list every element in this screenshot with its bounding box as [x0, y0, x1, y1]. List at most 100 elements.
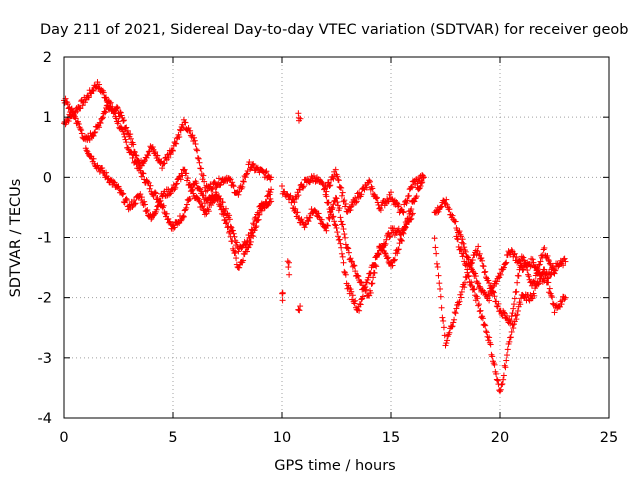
data-point	[363, 279, 370, 286]
data-point	[152, 190, 159, 197]
data-point	[373, 195, 380, 202]
data-point	[498, 381, 505, 388]
data-point	[240, 178, 247, 185]
data-point	[391, 256, 398, 263]
data-point	[326, 182, 333, 189]
data-point	[532, 278, 539, 285]
data-point	[167, 190, 174, 197]
data-point	[337, 240, 344, 247]
data-point	[513, 253, 520, 260]
data-point	[300, 183, 307, 190]
data-point	[357, 301, 364, 308]
x-tick-label: 10	[273, 430, 291, 446]
data-point	[352, 297, 359, 304]
x-tick-label: 25	[600, 430, 618, 446]
data-point	[324, 222, 331, 229]
data-point	[154, 152, 161, 159]
data-point	[268, 174, 275, 181]
data-point	[103, 169, 110, 176]
data-point	[482, 322, 489, 329]
data-point	[90, 155, 97, 162]
data-point	[339, 253, 346, 260]
data-point	[451, 316, 458, 323]
y-tick-label: 1	[43, 110, 52, 126]
data-point	[184, 201, 191, 208]
data-point	[127, 135, 134, 142]
data-point	[458, 288, 465, 295]
data-point	[284, 258, 291, 265]
data-point	[336, 205, 343, 212]
data-point	[475, 301, 482, 308]
data-point	[408, 215, 415, 222]
data-point	[454, 236, 461, 243]
data-point	[342, 234, 349, 241]
data-point	[123, 139, 130, 146]
data-point	[535, 281, 542, 288]
data-point	[249, 227, 256, 234]
data-point	[200, 172, 207, 179]
data-point	[419, 175, 426, 182]
data-point	[535, 262, 542, 269]
data-point	[130, 141, 137, 148]
data-point	[235, 248, 242, 255]
data-point	[402, 225, 409, 232]
data-point	[479, 315, 486, 322]
y-tick-label: 2	[43, 50, 52, 66]
data-point	[356, 307, 363, 314]
data-point	[86, 136, 93, 143]
data-point	[367, 289, 374, 296]
data-point	[472, 273, 479, 280]
data-point	[144, 206, 151, 213]
data-point	[181, 166, 188, 173]
data-point	[132, 152, 139, 159]
data-point	[386, 234, 393, 241]
data-point	[439, 314, 446, 321]
data-point	[229, 182, 236, 189]
data-point	[352, 268, 359, 275]
data-point	[133, 152, 140, 159]
data-point	[294, 209, 301, 216]
data-point	[211, 178, 218, 185]
data-point	[500, 309, 507, 316]
data-point	[72, 115, 79, 122]
data-point	[312, 208, 319, 215]
data-point	[305, 218, 312, 225]
data-point	[509, 310, 516, 317]
data-point	[240, 257, 247, 264]
data-point	[239, 183, 246, 190]
data-point	[78, 127, 85, 134]
data-point	[488, 284, 495, 291]
data-point	[510, 305, 517, 312]
data-point	[187, 195, 194, 202]
data-point	[500, 376, 507, 383]
data-point	[298, 216, 305, 223]
data-point	[117, 109, 124, 116]
data-point	[361, 284, 368, 291]
data-point	[387, 233, 394, 240]
data-point	[285, 259, 292, 266]
data-point	[262, 169, 269, 176]
data-point	[451, 309, 458, 316]
data-point	[436, 280, 443, 287]
data-point	[324, 222, 331, 229]
data-point	[332, 166, 339, 173]
data-point	[347, 255, 354, 262]
data-point	[173, 180, 180, 187]
data-point	[433, 260, 440, 267]
data-point	[529, 256, 536, 263]
data-point	[542, 271, 549, 278]
data-point	[511, 295, 518, 302]
data-point	[339, 221, 346, 228]
data-point	[145, 148, 152, 155]
data-point	[342, 200, 349, 207]
data-point	[223, 219, 230, 226]
data-point	[139, 170, 146, 177]
data-point	[363, 184, 370, 191]
data-point	[236, 264, 243, 271]
data-point	[515, 272, 522, 279]
data-point	[469, 257, 476, 264]
data-point	[96, 168, 103, 175]
data-point	[90, 87, 97, 94]
data-point	[324, 199, 331, 206]
data-point	[502, 260, 509, 267]
